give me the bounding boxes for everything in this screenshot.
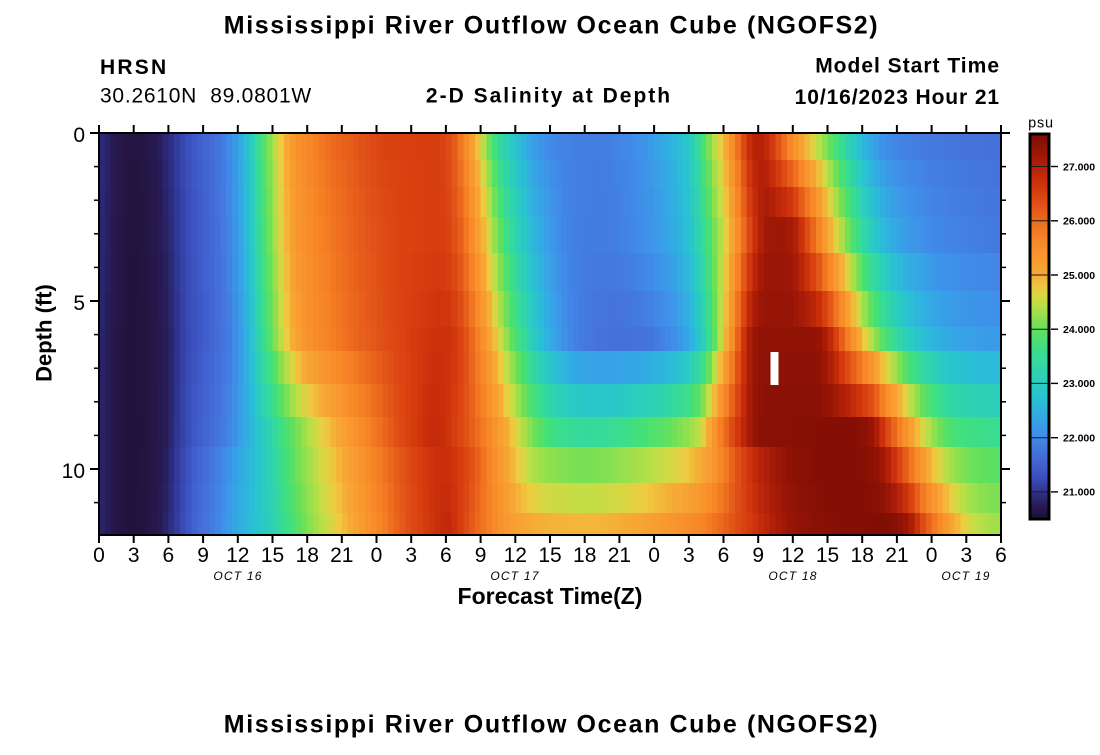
svg-text:3: 3 bbox=[405, 544, 417, 567]
svg-text:27.000: 27.000 bbox=[1063, 161, 1095, 173]
svg-text:15: 15 bbox=[261, 544, 284, 567]
svg-text:5: 5 bbox=[73, 292, 85, 315]
svg-text:3: 3 bbox=[960, 544, 972, 567]
svg-text:0: 0 bbox=[926, 544, 938, 567]
svg-text:0: 0 bbox=[371, 544, 383, 567]
svg-text:psu: psu bbox=[1028, 116, 1054, 132]
svg-text:25.000: 25.000 bbox=[1063, 270, 1095, 282]
svg-text:Mississippi River Outflow Ocea: Mississippi River Outflow Ocean Cube (NG… bbox=[224, 12, 879, 40]
svg-text:21: 21 bbox=[885, 544, 908, 567]
svg-text:OCT 17: OCT 17 bbox=[490, 569, 539, 583]
svg-text:18: 18 bbox=[573, 544, 596, 567]
svg-text:30.2610N 89.0801W: 30.2610N 89.0801W bbox=[100, 85, 312, 108]
svg-text:HRSN: HRSN bbox=[100, 56, 168, 79]
svg-text:15: 15 bbox=[816, 544, 839, 567]
svg-text:6: 6 bbox=[718, 544, 730, 567]
svg-text:Mississippi River Outflow Ocea: Mississippi River Outflow Ocean Cube (NG… bbox=[224, 711, 879, 739]
svg-text:OCT 19: OCT 19 bbox=[941, 569, 990, 583]
svg-text:22.000: 22.000 bbox=[1063, 433, 1095, 445]
svg-text:12: 12 bbox=[504, 544, 527, 567]
svg-text:18: 18 bbox=[296, 544, 319, 567]
svg-text:26.000: 26.000 bbox=[1063, 216, 1095, 228]
svg-text:12: 12 bbox=[781, 544, 804, 567]
svg-text:6: 6 bbox=[440, 544, 452, 567]
svg-text:Forecast Time(Z): Forecast Time(Z) bbox=[458, 583, 643, 609]
svg-text:21.000: 21.000 bbox=[1063, 487, 1095, 499]
svg-text:24.000: 24.000 bbox=[1063, 324, 1095, 336]
svg-text:15: 15 bbox=[538, 544, 561, 567]
svg-text:3: 3 bbox=[128, 544, 140, 567]
svg-text:Model Start Time: Model Start Time bbox=[815, 55, 1000, 78]
svg-text:Depth (ft): Depth (ft) bbox=[32, 284, 57, 382]
svg-text:2-D Salinity at Depth: 2-D Salinity at Depth bbox=[426, 85, 672, 108]
svg-text:OCT 16: OCT 16 bbox=[213, 569, 262, 583]
svg-text:9: 9 bbox=[475, 544, 487, 567]
svg-text:6: 6 bbox=[163, 544, 175, 567]
svg-text:9: 9 bbox=[752, 544, 764, 567]
svg-text:21: 21 bbox=[330, 544, 353, 567]
svg-text:21: 21 bbox=[608, 544, 631, 567]
svg-text:9: 9 bbox=[197, 544, 209, 567]
svg-text:6: 6 bbox=[995, 544, 1007, 567]
svg-text:12: 12 bbox=[226, 544, 249, 567]
svg-text:18: 18 bbox=[851, 544, 874, 567]
svg-text:10: 10 bbox=[62, 460, 85, 483]
svg-text:3: 3 bbox=[683, 544, 695, 567]
svg-text:10/16/2023 Hour 21: 10/16/2023 Hour 21 bbox=[795, 86, 1000, 109]
svg-text:0: 0 bbox=[93, 544, 105, 567]
svg-text:0: 0 bbox=[648, 544, 660, 567]
svg-text:23.000: 23.000 bbox=[1063, 378, 1095, 390]
svg-text:OCT 18: OCT 18 bbox=[768, 569, 817, 583]
svg-text:0: 0 bbox=[73, 124, 85, 147]
